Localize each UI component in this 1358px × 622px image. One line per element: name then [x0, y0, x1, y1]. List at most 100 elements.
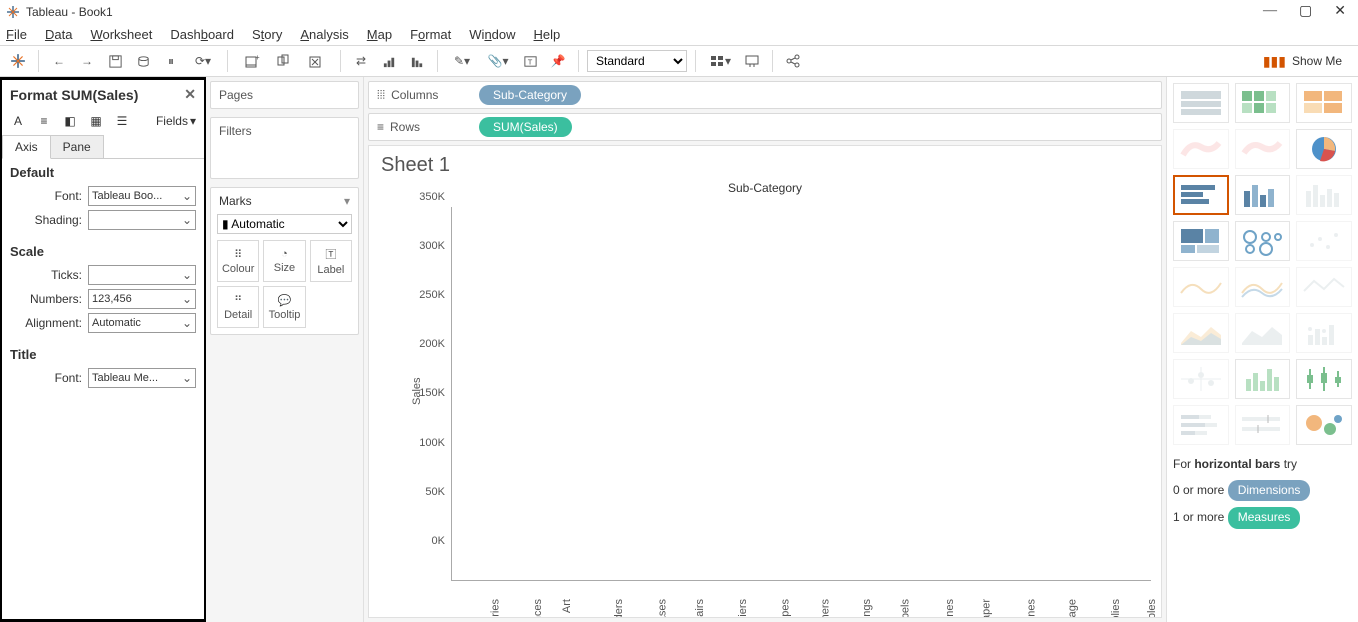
presentation-button[interactable]: [740, 49, 764, 73]
redo-button[interactable]: →: [75, 49, 99, 73]
menu-story[interactable]: Story: [252, 27, 282, 42]
highlight-button[interactable]: ✎▾: [446, 49, 478, 73]
tableau-start-icon[interactable]: [6, 49, 30, 73]
showme-chart-type[interactable]: [1235, 83, 1291, 123]
showme-chart-type[interactable]: [1296, 313, 1352, 353]
showme-chart-type[interactable]: [1235, 359, 1291, 399]
showme-hint: For horizontal bars try: [1173, 455, 1352, 474]
showme-chart-type[interactable]: [1296, 83, 1352, 123]
showhide-cards-button[interactable]: ▾: [704, 49, 736, 73]
rows-pill[interactable]: SUM(Sales): [479, 117, 572, 137]
menu-worksheet[interactable]: Worksheet: [90, 27, 152, 42]
svg-text:+: +: [255, 53, 260, 62]
menu-dashboard[interactable]: Dashboard: [170, 27, 234, 42]
showme-chart-type[interactable]: [1296, 359, 1352, 399]
menu-window[interactable]: Window: [469, 27, 515, 42]
sort-desc-button[interactable]: [405, 49, 429, 73]
show-me-button[interactable]: ▮▮▮ Show Me: [1253, 49, 1352, 74]
x-label: ..inders: [613, 599, 625, 618]
marks-detail[interactable]: ⠛Detail: [217, 286, 259, 328]
save-button[interactable]: [103, 49, 127, 73]
columns-pill[interactable]: Sub-Category: [479, 85, 581, 105]
new-datasource-button[interactable]: [131, 49, 155, 73]
lines-tab-icon[interactable]: ☰: [114, 113, 130, 129]
label-icon: 🅃: [325, 246, 336, 262]
close-button[interactable]: ✕: [1334, 3, 1346, 20]
title-font-dropdown[interactable]: Tableau Me...: [88, 368, 196, 388]
showme-chart-type[interactable]: [1173, 221, 1229, 261]
pages-shelf[interactable]: Pages: [210, 81, 359, 109]
alignment-tab-icon[interactable]: ≡: [36, 113, 52, 129]
tooltip-icon: 💬: [278, 294, 292, 307]
showme-chart-type[interactable]: [1173, 175, 1229, 215]
showme-chart-type[interactable]: [1235, 313, 1291, 353]
numbers-dropdown[interactable]: 123,456: [88, 289, 196, 309]
duplicate-button[interactable]: [272, 49, 296, 73]
share-button[interactable]: [781, 49, 805, 73]
sheet-canvas[interactable]: Sheet 1 Sub-Category Sales 0K50K100K150K…: [368, 145, 1162, 618]
showme-chart-type[interactable]: [1235, 129, 1291, 169]
ticks-dropdown[interactable]: [88, 265, 196, 285]
showme-chart-type[interactable]: [1296, 221, 1352, 261]
showme-chart-type[interactable]: [1235, 175, 1291, 215]
borders-tab-icon[interactable]: ▦: [88, 113, 104, 129]
close-format-panel-button[interactable]: ✕: [184, 86, 196, 103]
alignment-dropdown[interactable]: Automatic: [88, 313, 196, 333]
showme-chart-type[interactable]: [1296, 129, 1352, 169]
font-tab-icon[interactable]: A: [10, 113, 26, 129]
showme-chart-type[interactable]: [1173, 405, 1229, 445]
x-label: Chairs: [693, 599, 705, 618]
font-dropdown[interactable]: Tableau Boo...: [88, 186, 196, 206]
clear-button[interactable]: [300, 49, 332, 73]
toolbar: ← → ⏸ ⟳▾ + ⇄ ✎▾ 📎▾ T 📌 Standard ▾ ▮▮▮ Sh…: [0, 45, 1358, 77]
showme-chart-type[interactable]: [1173, 129, 1229, 169]
filters-shelf[interactable]: Filters: [210, 117, 359, 179]
showme-chart-type[interactable]: [1296, 175, 1352, 215]
menu-help[interactable]: Help: [534, 27, 561, 42]
undo-button[interactable]: ←: [47, 49, 71, 73]
marks-label[interactable]: 🅃Label: [310, 240, 352, 282]
showme-chart-type[interactable]: [1173, 83, 1229, 123]
labels-button[interactable]: T: [518, 49, 542, 73]
refresh-button[interactable]: ⟳▾: [187, 49, 219, 73]
y-tick: 200K: [419, 338, 445, 350]
x-label: ..kcases: [656, 599, 668, 618]
y-tick: 300K: [419, 240, 445, 252]
new-worksheet-button[interactable]: +: [236, 49, 268, 73]
showme-chart-type[interactable]: [1296, 267, 1352, 307]
menu-analysis[interactable]: Analysis: [300, 27, 348, 42]
autoupdate-button[interactable]: ⏸: [159, 49, 183, 73]
minimize-button[interactable]: —: [1263, 3, 1277, 20]
fields-dropdown[interactable]: Fields▾: [156, 114, 196, 128]
tab-axis[interactable]: Axis: [2, 135, 51, 159]
pin-button[interactable]: 📌: [546, 49, 570, 73]
swap-button[interactable]: ⇄: [349, 49, 373, 73]
marks-colour[interactable]: ⠿Colour: [217, 240, 259, 282]
menu-file[interactable]: File: [6, 27, 27, 42]
showme-chart-type[interactable]: [1296, 405, 1352, 445]
showme-chart-type[interactable]: [1235, 267, 1291, 307]
showme-chart-type[interactable]: [1173, 359, 1229, 399]
marks-collapse-icon[interactable]: ▾: [344, 194, 350, 208]
marks-tooltip[interactable]: 💬Tooltip: [263, 286, 305, 328]
menu-data[interactable]: Data: [45, 27, 72, 42]
columns-shelf[interactable]: ⦙⦙⦙Columns Sub-Category: [368, 81, 1162, 109]
sort-asc-button[interactable]: [377, 49, 401, 73]
showme-chart-type[interactable]: [1235, 221, 1291, 261]
shading-tab-icon[interactable]: ◧: [62, 113, 78, 129]
rows-shelf[interactable]: ≡Rows SUM(Sales): [368, 113, 1162, 141]
mark-type-dropdown[interactable]: ▮ Automatic: [217, 214, 352, 234]
maximize-button[interactable]: ▢: [1299, 3, 1312, 20]
menu-map[interactable]: Map: [367, 27, 392, 42]
marks-size[interactable]: ◔Size: [263, 240, 305, 282]
showme-chart-type[interactable]: [1173, 267, 1229, 307]
group-button[interactable]: 📎▾: [482, 49, 514, 73]
sheet-title[interactable]: Sheet 1: [369, 146, 1161, 181]
tab-pane[interactable]: Pane: [51, 135, 104, 158]
x-label: ..teners: [819, 599, 831, 618]
menu-format[interactable]: Format: [410, 27, 451, 42]
fit-dropdown[interactable]: Standard: [587, 50, 687, 72]
shading-dropdown[interactable]: [88, 210, 196, 230]
showme-chart-type[interactable]: [1235, 405, 1291, 445]
showme-chart-type[interactable]: [1173, 313, 1229, 353]
